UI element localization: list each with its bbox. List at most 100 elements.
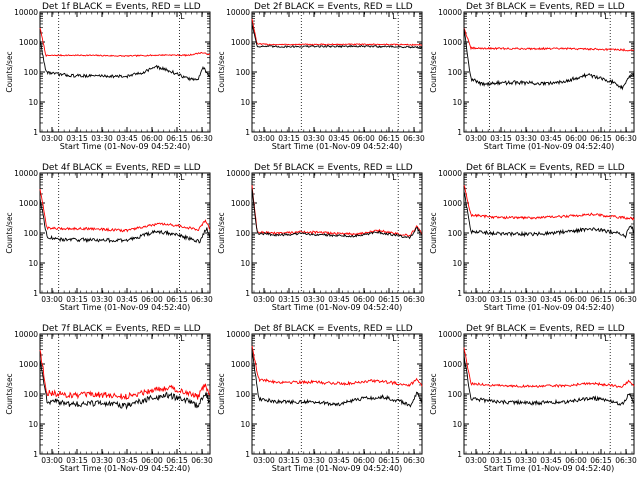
series-line-lld <box>251 345 423 387</box>
x-tick-label: 06:00 <box>565 456 587 465</box>
series-line-events <box>251 188 423 240</box>
x-tick-label: 03:15 <box>66 456 88 465</box>
x-tick-label: 06:30 <box>403 295 425 304</box>
series-line-lld <box>251 185 423 238</box>
x-tick-label: 03:30 <box>303 456 325 465</box>
x-tick-label: 03:15 <box>490 295 512 304</box>
y-tick-label: 10 <box>240 98 250 107</box>
x-tick-label: 03:30 <box>91 134 113 143</box>
x-tick-label: 03:00 <box>253 295 275 304</box>
y-tick-label: 1000 <box>443 38 462 47</box>
plot-title: Det 4f BLACK = Events, RED = LLD <box>42 163 201 173</box>
x-tick-label: 06:00 <box>565 295 587 304</box>
y-tick-label: 1000 <box>443 360 462 369</box>
y-tick-label: 10000 <box>438 330 462 339</box>
x-tick-label: 03:00 <box>41 456 63 465</box>
y-axis-label: Counts/sec <box>429 212 438 253</box>
y-tick-label: 10000 <box>14 169 38 178</box>
y-tick-label: 10 <box>28 98 38 107</box>
x-tick-label: 06:00 <box>141 134 163 143</box>
x-tick-label: 03:30 <box>515 134 537 143</box>
x-axis-label: Start Time (01-Nov-09 04:52:40) <box>484 464 614 473</box>
y-tick-label: 1000 <box>231 360 250 369</box>
x-tick-label: 03:15 <box>278 456 300 465</box>
y-tick-label: 10000 <box>226 330 250 339</box>
x-tick-label: 06:30 <box>615 295 637 304</box>
plot-title: Det 3f BLACK = Events, RED = LLD <box>466 2 625 12</box>
y-tick-label: 10000 <box>438 8 462 17</box>
x-tick-label: 06:30 <box>191 456 213 465</box>
x-tick-label: 03:30 <box>303 134 325 143</box>
y-tick-label: 100 <box>24 229 39 238</box>
y-tick-label: 1000 <box>19 199 38 208</box>
x-tick-label: 06:30 <box>403 134 425 143</box>
series-line-events <box>39 358 211 411</box>
y-axis-label: Counts/sec <box>5 373 14 414</box>
y-tick-label: 10000 <box>14 8 38 17</box>
x-tick-label: 03:30 <box>515 456 537 465</box>
y-tick-label: 100 <box>448 68 463 77</box>
y-axis-label: Counts/sec <box>217 373 226 414</box>
x-tick-label: 03:15 <box>66 295 88 304</box>
plot-title: Det 2f BLACK = Events, RED = LLD <box>254 2 413 12</box>
x-tick-label: 06:00 <box>565 134 587 143</box>
x-tick-label: 06:15 <box>166 456 188 465</box>
x-axis-label: Start Time (01-Nov-09 04:52:40) <box>272 464 402 473</box>
y-tick-label: 1000 <box>231 38 250 47</box>
x-tick-label: 06:30 <box>615 456 637 465</box>
x-tick-label: 03:00 <box>465 295 487 304</box>
x-tick-label: 03:45 <box>328 295 350 304</box>
marker-letter: L <box>180 173 185 182</box>
y-tick-label: 1 <box>245 289 250 298</box>
y-tick-label: 10 <box>240 420 250 429</box>
plot-title: Det 5f BLACK = Events, RED = LLD <box>254 163 413 173</box>
series-line-lld <box>463 184 635 221</box>
y-tick-label: 100 <box>448 390 463 399</box>
x-axis-label: Start Time (01-Nov-09 04:52:40) <box>60 303 190 312</box>
y-axis-label: Counts/sec <box>429 51 438 92</box>
y-tick-label: 10 <box>240 259 250 268</box>
x-tick-label: 03:15 <box>278 134 300 143</box>
y-tick-label: 100 <box>24 68 39 77</box>
y-axis-label: Counts/sec <box>5 212 14 253</box>
series-line-events <box>463 354 635 407</box>
x-tick-label: 06:30 <box>191 134 213 143</box>
plot-title: Det 7f BLACK = Events, RED = LLD <box>42 324 201 334</box>
x-tick-label: 03:45 <box>540 295 562 304</box>
y-tick-label: 100 <box>236 68 251 77</box>
x-tick-label: 03:45 <box>328 134 350 143</box>
x-tick-label: 06:00 <box>353 295 375 304</box>
plot-title: Det 6f BLACK = Events, RED = LLD <box>466 163 625 173</box>
x-tick-label: 06:00 <box>141 456 163 465</box>
series-line-lld <box>251 18 423 46</box>
y-tick-label: 1000 <box>19 38 38 47</box>
series-line-events <box>463 191 635 239</box>
x-tick-label: 06:00 <box>141 295 163 304</box>
x-tick-label: 03:45 <box>116 134 138 143</box>
x-axis-label: Start Time (01-Nov-09 04:52:40) <box>272 142 402 151</box>
marker-letter: L <box>392 334 397 343</box>
x-tick-label: 03:30 <box>303 295 325 304</box>
x-axis-label: Start Time (01-Nov-09 04:52:40) <box>60 142 190 151</box>
x-tick-label: 03:45 <box>116 456 138 465</box>
x-tick-label: 03:00 <box>465 134 487 143</box>
y-tick-label: 1 <box>33 128 38 137</box>
marker-letter: L <box>392 12 397 21</box>
y-tick-label: 1 <box>245 450 250 459</box>
x-tick-label: 03:30 <box>91 295 113 304</box>
y-tick-label: 10000 <box>438 169 462 178</box>
y-tick-label: 100 <box>236 229 251 238</box>
series-line-events <box>39 198 211 244</box>
x-tick-label: 03:00 <box>465 456 487 465</box>
series-line-events <box>463 28 635 91</box>
y-tick-label: 100 <box>448 229 463 238</box>
y-tick-label: 100 <box>24 390 39 399</box>
x-tick-label: 03:30 <box>91 456 113 465</box>
